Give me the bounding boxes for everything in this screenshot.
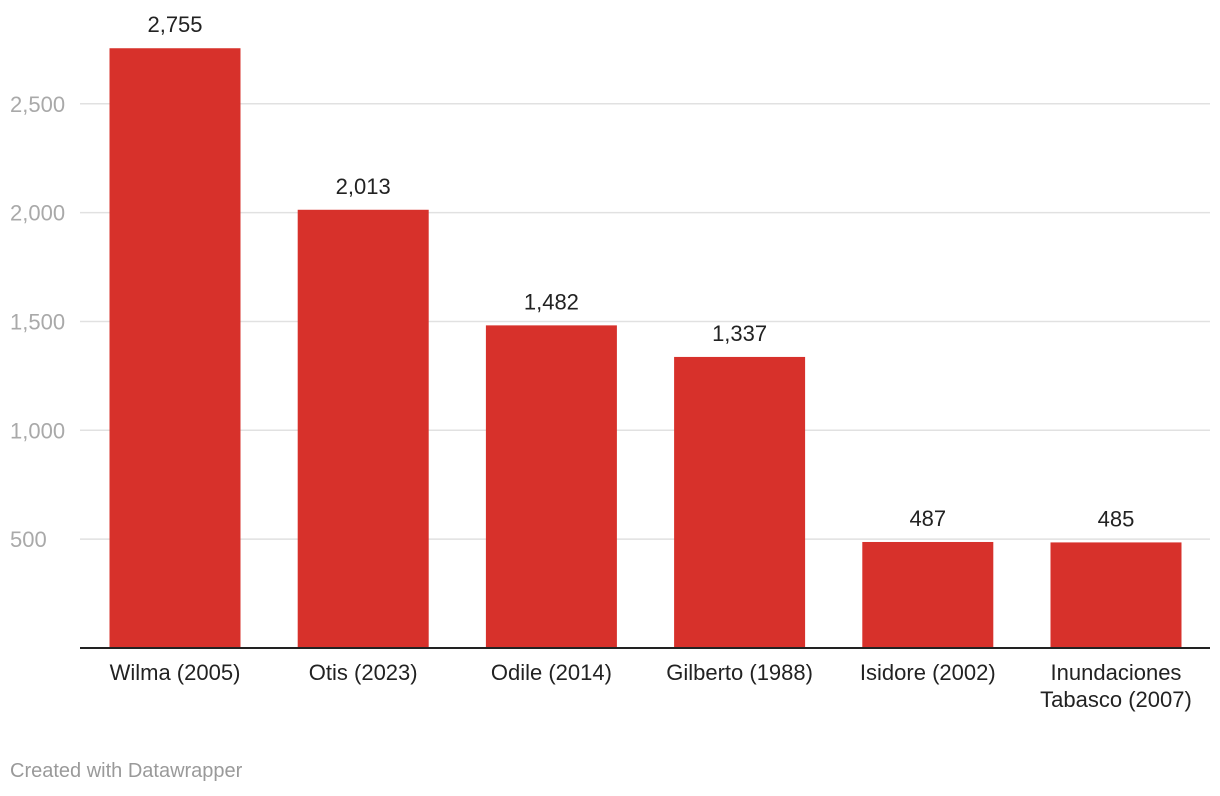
- bar-value-label: 2,755: [147, 12, 202, 37]
- x-tick-label: Wilma (2005): [110, 660, 241, 685]
- x-tick-label: Odile (2014): [491, 660, 612, 685]
- y-axis-tick-labels: 500 1,000 1,500 2,000 2,500: [10, 92, 65, 552]
- bar: [1050, 542, 1182, 648]
- bar: [109, 48, 241, 648]
- bar-value-label: 487: [909, 506, 946, 531]
- bar-value-label: 1,337: [712, 321, 767, 346]
- y-tick-label: 2,000: [10, 201, 65, 226]
- bar: [862, 541, 994, 648]
- x-tick-label: Otis (2023): [309, 660, 418, 685]
- bar-value-labels: 2,755 2,013 1,482 1,337 487 485: [147, 12, 1134, 531]
- x-tick-label: Inundaciones: [1051, 660, 1182, 685]
- y-tick-label: 500: [10, 527, 47, 552]
- bar-value-label: 1,482: [524, 289, 579, 314]
- x-tick-label: Tabasco (2007): [1040, 687, 1192, 712]
- bar-value-label: 2,013: [336, 174, 391, 199]
- x-tick-label: Isidore (2002): [860, 660, 996, 685]
- datawrapper-credit: Created with Datawrapper: [10, 760, 243, 782]
- bar-value-label: 485: [1098, 506, 1135, 531]
- bars: [109, 48, 1182, 648]
- x-axis-category-labels: Wilma (2005) Otis (2023) Odile (2014) Gilbe…: [110, 660, 1192, 712]
- bar: [674, 356, 806, 648]
- bar: [297, 209, 429, 648]
- y-tick-label: 2,500: [10, 92, 65, 117]
- gridlines: [80, 103, 1210, 540]
- x-tick-label: Gilberto (1988): [666, 660, 813, 685]
- bar: [485, 325, 617, 648]
- y-tick-label: 1,500: [10, 309, 65, 334]
- y-tick-label: 1,000: [10, 418, 65, 443]
